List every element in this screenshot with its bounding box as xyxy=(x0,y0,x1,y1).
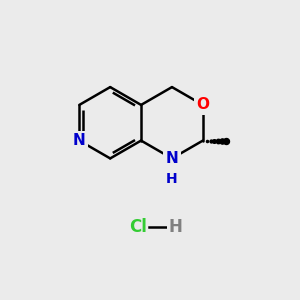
Text: H: H xyxy=(166,172,178,186)
Text: N: N xyxy=(73,133,86,148)
Text: Cl: Cl xyxy=(129,218,147,236)
Text: H: H xyxy=(169,218,183,236)
Text: N: N xyxy=(166,151,178,166)
Text: O: O xyxy=(196,98,209,112)
